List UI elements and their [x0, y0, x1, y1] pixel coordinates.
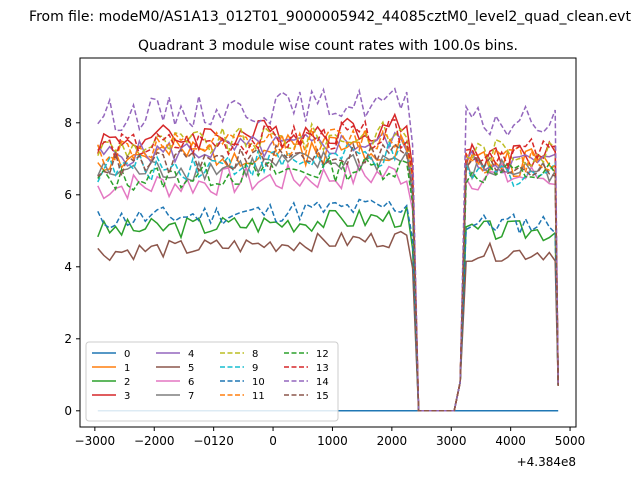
y-axis: 0 2 4 6 8: [64, 116, 80, 418]
y-tick-label: 0: [64, 404, 72, 418]
series-line-10: [97, 198, 559, 412]
legend-label-6: 6: [188, 377, 194, 388]
y-tick-label: 2: [64, 332, 72, 346]
series-line-14: [97, 87, 559, 412]
x-tick-label: −3000: [75, 434, 116, 448]
y-tick-label: 6: [64, 188, 72, 202]
figure-suptitle: From file: modeM0/AS1A13_012T01_90000059…: [29, 9, 631, 25]
series-layer: [97, 87, 559, 412]
y-tick-label: 4: [64, 260, 72, 274]
series-line-5: [97, 230, 559, 412]
x-tick-label: 2000: [377, 434, 408, 448]
series-line-13: [97, 118, 559, 412]
x-tick-label: 0: [269, 434, 277, 448]
series-line-2: [97, 206, 559, 412]
legend-label-1: 1: [124, 363, 130, 374]
legend-label-11: 11: [252, 391, 265, 402]
x-tick-label: −2000: [134, 434, 175, 448]
legend-label-2: 2: [124, 377, 130, 388]
legend-label-10: 10: [252, 377, 265, 388]
legend-label-8: 8: [252, 349, 258, 360]
x-offset-label: +4.384e8: [517, 455, 576, 469]
y-tick-label: 8: [64, 116, 72, 130]
series-line-8: [97, 120, 559, 412]
x-tick-label: −0120: [193, 434, 234, 448]
legend-label-5: 5: [188, 363, 194, 374]
chart-title: Quadrant 3 module wise count rates with …: [138, 38, 518, 54]
x-tick-label: 4000: [495, 434, 526, 448]
legend-label-13: 13: [316, 363, 329, 374]
x-tick-label: 3000: [436, 434, 467, 448]
legend-box: [85, 341, 339, 422]
axes-frame: [79, 57, 577, 428]
x-axis: −3000 −2000 −0120 0 1000 2000 3000 4000 5000: [75, 427, 586, 448]
x-tick-label: 1000: [317, 434, 348, 448]
legend-label-12: 12: [316, 349, 329, 360]
series-line-9: [97, 139, 559, 412]
x-tick-label: 5000: [555, 434, 586, 448]
legend-label-14: 14: [316, 377, 329, 388]
series-line-11: [97, 126, 559, 412]
series-line-15: [97, 141, 559, 412]
legend-label-15: 15: [316, 391, 329, 402]
legend-label-9: 9: [252, 363, 258, 374]
legend-label-3: 3: [124, 391, 130, 402]
legend-label-0: 0: [124, 349, 130, 360]
series-line-7: [97, 149, 559, 412]
legend-label-7: 7: [188, 391, 194, 402]
legend-label-4: 4: [188, 349, 194, 360]
